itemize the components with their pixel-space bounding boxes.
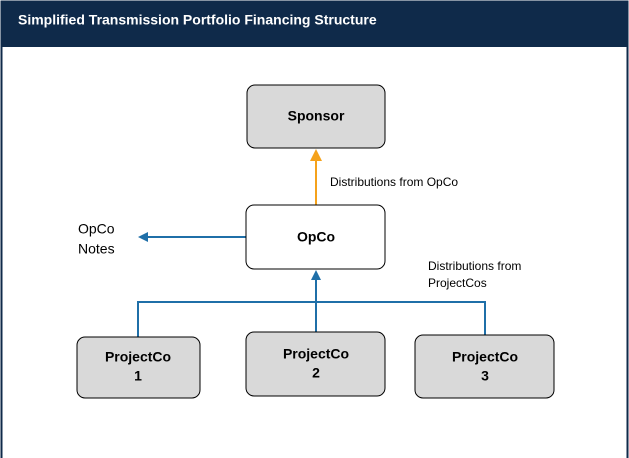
node-label: 3	[481, 368, 489, 384]
edge-label: Distributions from OpCo	[330, 175, 458, 189]
node-label: 1	[134, 368, 142, 384]
node-sponsor	[246, 84, 386, 149]
node-label: ProjectCo	[105, 349, 171, 365]
header-bar	[1, 1, 628, 47]
node-label: Sponsor	[288, 108, 345, 124]
connector-projectcos	[137, 301, 486, 337]
node-projectco-2	[245, 331, 386, 397]
edge-label: Distributions from	[428, 259, 521, 273]
node-label: OpCo	[297, 229, 335, 245]
edge-label: Notes	[78, 241, 115, 257]
node-label: ProjectCo	[452, 349, 518, 365]
node-opco	[245, 204, 386, 270]
edge-label: ProjectCos	[428, 276, 487, 290]
node-label: ProjectCo	[283, 346, 349, 362]
node-projectco-3	[414, 334, 555, 399]
edge-label: OpCo	[78, 221, 115, 237]
node-projectco-1	[76, 336, 201, 399]
node-label: 2	[312, 365, 320, 381]
header-title: Simplified Transmission Portfolio Financ…	[18, 12, 377, 28]
